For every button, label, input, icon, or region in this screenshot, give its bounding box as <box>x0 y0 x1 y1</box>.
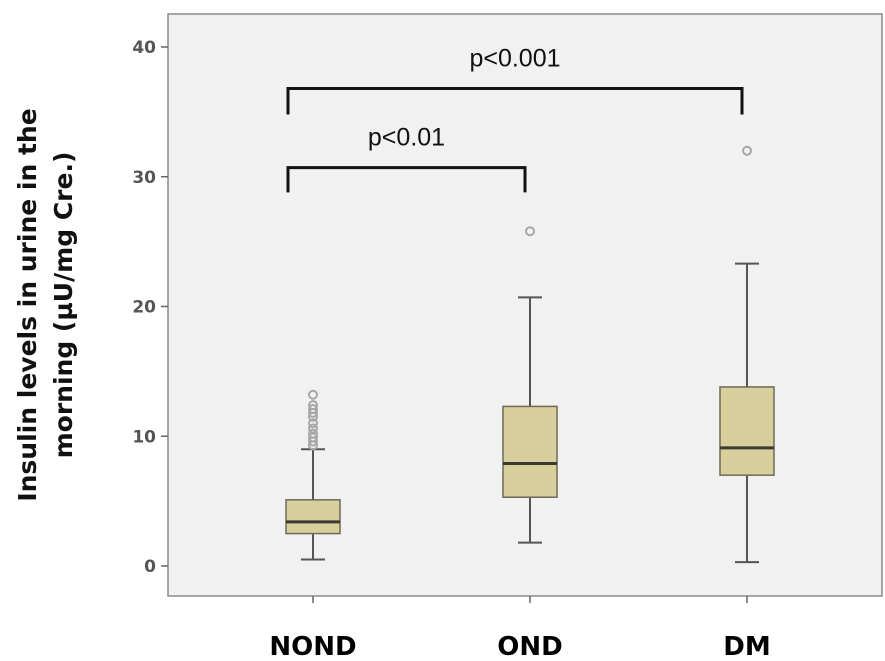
y-axis-label: Insulin levels in urine in the morning (… <box>13 108 78 501</box>
outlier-point <box>308 404 318 415</box>
bracket-line <box>286 166 527 193</box>
outlier-point <box>308 428 318 439</box>
outlier-point <box>308 432 318 443</box>
box-iqr <box>285 499 341 535</box>
y-axis-label-line-2: morning (µU/mg Cre.) <box>49 152 78 459</box>
y-tick-label: 40 <box>132 38 156 58</box>
bracket-line <box>286 87 744 115</box>
x-tick-label: NOND <box>269 632 356 661</box>
significance-label: p<0.001 <box>469 45 560 73</box>
significance-bracket: p<0.001 <box>286 45 744 115</box>
outlier-point <box>308 418 318 429</box>
x-tick-label: DM <box>723 632 770 661</box>
significance-brackets: p<0.01 p<0.001 <box>286 45 744 193</box>
y-tick-label: 10 <box>132 427 156 447</box>
box-ond <box>502 226 558 544</box>
box-nond <box>285 389 341 561</box>
x-tick-label: OND <box>497 632 562 661</box>
box-iqr <box>502 405 558 498</box>
significance-label: p<0.01 <box>368 124 445 152</box>
box-dm <box>719 145 775 564</box>
box-iqr <box>719 386 775 476</box>
y-axis-label-line-1: Insulin levels in urine in the <box>13 108 42 501</box>
outlier-point <box>525 226 535 237</box>
y-tick-label: 30 <box>132 168 156 188</box>
outlier-point <box>742 145 752 156</box>
significance-bracket: p<0.01 <box>286 124 527 193</box>
plot-area <box>167 13 883 597</box>
y-tick-label: 0 <box>144 557 156 577</box>
y-tick-label: 20 <box>132 298 156 318</box>
outlier-point <box>308 400 318 411</box>
x-axis-ticks: NOND OND DM <box>269 596 771 661</box>
box-series <box>285 145 775 564</box>
y-axis-ticks: 0 10 20 30 40 <box>132 38 168 577</box>
outlier-point <box>308 389 318 400</box>
outlier-point <box>308 423 318 434</box>
